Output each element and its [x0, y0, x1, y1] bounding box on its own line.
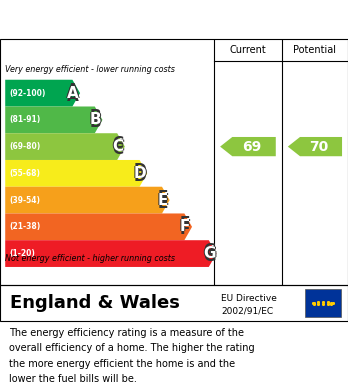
Text: (39-54): (39-54)	[9, 196, 40, 204]
Text: D: D	[134, 169, 147, 184]
Text: D: D	[133, 166, 145, 181]
Text: Energy Efficiency Rating: Energy Efficiency Rating	[9, 12, 211, 27]
Text: the more energy efficient the home is and the: the more energy efficient the home is an…	[9, 359, 235, 369]
Text: F: F	[180, 219, 190, 234]
Polygon shape	[5, 106, 102, 133]
Text: E: E	[158, 190, 168, 204]
Text: F: F	[181, 219, 191, 234]
Text: overall efficiency of a home. The higher the rating: overall efficiency of a home. The higher…	[9, 343, 254, 353]
Text: E: E	[157, 193, 167, 208]
Polygon shape	[5, 160, 147, 187]
Text: A: A	[66, 86, 78, 100]
Text: C: C	[112, 136, 124, 151]
Polygon shape	[288, 137, 342, 156]
Text: lower the fuel bills will be.: lower the fuel bills will be.	[9, 374, 136, 384]
Text: C: C	[111, 139, 122, 154]
Text: Not energy efficient - higher running costs: Not energy efficient - higher running co…	[5, 254, 175, 263]
Text: 2002/91/EC: 2002/91/EC	[221, 306, 273, 315]
Text: C: C	[112, 139, 124, 154]
Text: G: G	[203, 249, 216, 264]
Text: F: F	[179, 219, 189, 234]
Text: G: G	[203, 246, 216, 261]
Text: E: E	[158, 196, 168, 210]
Text: (21-38): (21-38)	[9, 222, 41, 231]
Text: A: A	[68, 86, 80, 100]
Text: The energy efficiency rating is a measure of the: The energy efficiency rating is a measur…	[9, 328, 244, 338]
Text: G: G	[204, 246, 217, 261]
Text: Current: Current	[230, 45, 266, 55]
Polygon shape	[5, 187, 169, 213]
Text: B: B	[89, 112, 100, 127]
Text: D: D	[134, 163, 147, 178]
Text: F: F	[180, 222, 190, 237]
Text: C: C	[112, 142, 124, 157]
Text: B: B	[90, 109, 101, 124]
Text: C: C	[113, 139, 125, 154]
Text: 70: 70	[309, 140, 328, 154]
Polygon shape	[5, 80, 80, 106]
Text: 69: 69	[242, 140, 261, 154]
Text: Potential: Potential	[293, 45, 337, 55]
Bar	[304, 289, 341, 317]
Text: A: A	[67, 89, 79, 104]
Text: G: G	[202, 246, 215, 261]
Text: G: G	[203, 243, 216, 258]
Text: D: D	[134, 166, 147, 181]
Text: (92-100): (92-100)	[9, 89, 46, 98]
Text: England & Wales: England & Wales	[10, 294, 180, 312]
Text: Very energy efficient - lower running costs: Very energy efficient - lower running co…	[5, 65, 175, 74]
Text: F: F	[180, 216, 190, 231]
Text: EU Directive: EU Directive	[221, 294, 277, 303]
Polygon shape	[5, 133, 125, 160]
Text: (81-91): (81-91)	[9, 115, 41, 124]
Text: E: E	[159, 193, 169, 208]
Text: B: B	[91, 112, 102, 127]
Text: (55-68): (55-68)	[9, 169, 40, 178]
Text: B: B	[90, 115, 101, 130]
Polygon shape	[5, 213, 192, 240]
Text: (1-20): (1-20)	[9, 249, 35, 258]
Text: E: E	[158, 193, 168, 208]
Text: B: B	[90, 112, 101, 127]
Text: D: D	[135, 166, 148, 181]
Text: A: A	[67, 86, 79, 100]
Polygon shape	[5, 240, 216, 267]
Text: (69-80): (69-80)	[9, 142, 41, 151]
Text: A: A	[67, 83, 79, 98]
Polygon shape	[220, 137, 276, 156]
